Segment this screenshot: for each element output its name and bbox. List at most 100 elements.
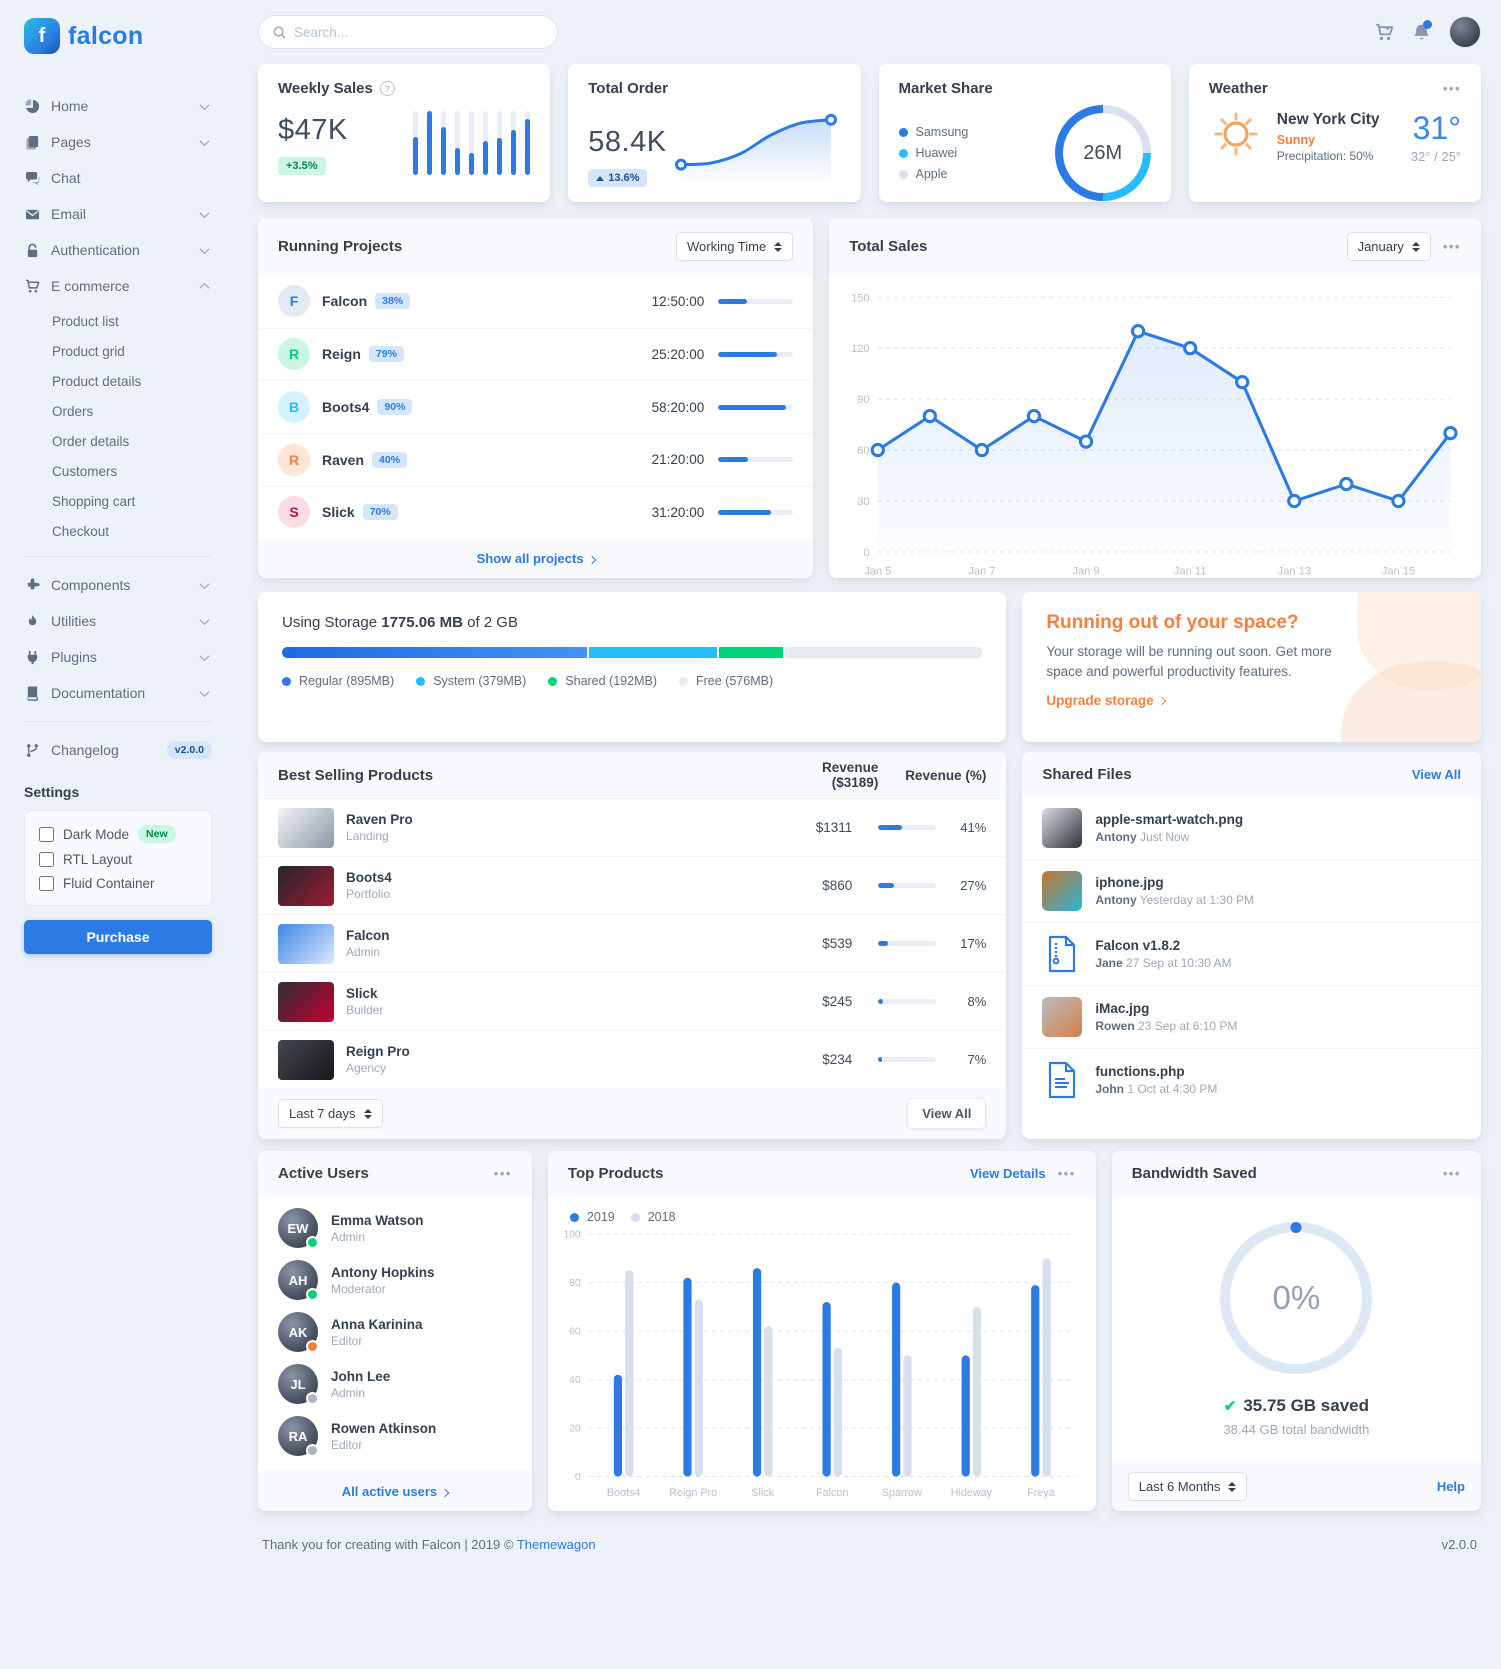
search-box[interactable] xyxy=(258,15,558,49)
product-category: Admin xyxy=(346,945,381,959)
sidebar-item-documentation[interactable]: Documentation xyxy=(24,675,212,711)
legend-dot xyxy=(282,676,291,686)
user-avatar[interactable] xyxy=(1449,16,1481,48)
product-percent: 7% xyxy=(967,1052,987,1067)
sidebar-item-label: Components xyxy=(51,577,131,593)
sidebar-item-plugins[interactable]: Plugins xyxy=(24,639,212,675)
falcon-logo[interactable]: f falcon xyxy=(24,18,212,54)
last-7-days-select[interactable]: Last 7 days xyxy=(278,1099,383,1128)
sidebar-item-product-list[interactable]: Product list xyxy=(52,313,119,329)
code-file-icon xyxy=(1042,1060,1082,1100)
help-link[interactable]: Help xyxy=(1436,1479,1465,1494)
user-avatar: AK xyxy=(278,1312,319,1353)
status-dot xyxy=(306,1340,319,1353)
sidebar-item-components[interactable]: Components xyxy=(24,567,212,603)
pages-icon xyxy=(24,135,41,150)
sidebar-item-customers[interactable]: Customers xyxy=(52,463,118,479)
cart-icon[interactable] xyxy=(1375,23,1394,42)
user-row: RA Rowen Atkinson Editor xyxy=(258,1410,532,1462)
product-progress-bar xyxy=(878,999,937,1004)
weather-precipitation: Precipitation: 50% xyxy=(1276,148,1374,163)
product-category: Portfolio xyxy=(346,887,391,901)
chart-pie-icon xyxy=(24,98,41,114)
more-options-icon[interactable] xyxy=(1443,81,1461,96)
month-select[interactable]: January xyxy=(1346,232,1431,261)
user-avatar: AH xyxy=(278,1260,319,1301)
view-all-link[interactable]: View All xyxy=(1411,767,1461,782)
product-name: Boots4 xyxy=(346,870,392,885)
notifications-bell-icon[interactable] xyxy=(1412,19,1432,42)
sidebar-item-email[interactable]: Email xyxy=(24,196,212,232)
project-row: F Falcon 38% 12:50:00 xyxy=(258,275,813,328)
show-all-projects-link[interactable]: Show all projects xyxy=(477,551,596,566)
chevron-right-icon xyxy=(1157,696,1166,705)
help-icon[interactable] xyxy=(379,81,395,96)
sidebar-item-checkout[interactable]: Checkout xyxy=(52,523,110,539)
settings-panel: Dark Mode New RTL Layout Fluid Container xyxy=(24,810,212,906)
code-branch-icon xyxy=(24,743,41,758)
chevron-down-icon xyxy=(199,207,210,218)
project-row: R Reign 79% 25:20:00 xyxy=(258,327,814,381)
all-active-users-link[interactable]: All active users xyxy=(342,1484,450,1499)
more-options-icon[interactable] xyxy=(1443,239,1461,254)
dark-mode-toggle[interactable]: Dark Mode New xyxy=(39,825,197,843)
book-icon xyxy=(24,685,41,701)
storage-progress-bar xyxy=(282,647,983,658)
project-avatar: R xyxy=(278,443,310,476)
upgrade-storage-link[interactable]: Upgrade storage xyxy=(1046,693,1166,708)
file-thumbnail xyxy=(1042,871,1083,911)
status-dot xyxy=(306,1392,319,1405)
purchase-button[interactable]: Purchase xyxy=(24,920,212,954)
sidebar-item-chat[interactable]: Chat xyxy=(24,160,212,196)
sidebar-item-shopping-cart[interactable]: Shopping cart xyxy=(52,493,136,509)
project-avatar: R xyxy=(278,338,310,371)
svg-text:40: 40 xyxy=(569,1375,581,1386)
rtl-checkbox[interactable] xyxy=(39,852,54,867)
sidebar-item-utilities[interactable]: Utilities xyxy=(24,603,212,639)
sidebar-item-order-details[interactable]: Order details xyxy=(52,433,130,449)
storage-legend: Regular (895MB) System (379MB) Shared (1… xyxy=(282,674,982,688)
fluid-container-toggle[interactable]: Fluid Container xyxy=(39,876,197,891)
user-role: Editor xyxy=(331,1333,363,1348)
product-thumbnail xyxy=(278,1039,334,1080)
svg-text:Jan 13: Jan 13 xyxy=(1278,565,1312,577)
file-user: Jane xyxy=(1095,956,1123,970)
rtl-layout-toggle[interactable]: RTL Layout xyxy=(39,852,197,867)
sidebar-item-authentication[interactable]: Authentication xyxy=(24,232,212,268)
sidebar-item-product-details[interactable]: Product details xyxy=(52,373,142,389)
sort-caret-icon xyxy=(1228,1481,1237,1492)
last-6-months-select[interactable]: Last 6 Months xyxy=(1127,1472,1248,1501)
svg-text:60: 60 xyxy=(857,445,869,457)
dark-mode-checkbox[interactable] xyxy=(39,826,54,842)
svg-text:Slick: Slick xyxy=(751,1487,774,1499)
sidebar-item-ecommerce[interactable]: E commerce xyxy=(24,268,212,304)
best-selling-products-card: Best Selling Products Revenue ($3189) Re… xyxy=(258,752,1007,1139)
fluid-checkbox[interactable] xyxy=(39,876,54,891)
project-percent-badge: 38% xyxy=(375,293,411,310)
more-options-icon[interactable] xyxy=(1443,1166,1461,1181)
legend-dot xyxy=(416,676,426,686)
version-badge: v2.0.0 xyxy=(166,741,212,759)
more-options-icon[interactable] xyxy=(494,1166,512,1181)
sidebar-item-pages[interactable]: Pages xyxy=(24,124,212,160)
search-input[interactable] xyxy=(294,24,543,40)
view-details-link[interactable]: View Details xyxy=(969,1166,1046,1181)
bandwidth-gauge: 0% xyxy=(1220,1222,1373,1374)
total-order-badge: 13.6% xyxy=(588,169,648,187)
legend-item: 2019 xyxy=(569,1210,615,1224)
user-row: JL John Lee Admin xyxy=(258,1358,532,1410)
caret-up-icon xyxy=(596,175,605,181)
search-icon xyxy=(273,26,286,39)
more-options-icon[interactable] xyxy=(1058,1166,1076,1181)
legend-item: Samsung xyxy=(898,125,968,139)
project-progress-bar xyxy=(718,298,794,304)
sidebar-item-product-grid[interactable]: Product grid xyxy=(52,343,125,359)
sidebar-item-orders[interactable]: Orders xyxy=(52,403,94,419)
sidebar-item-home[interactable]: Home xyxy=(24,88,212,124)
view-all-button[interactable]: View All xyxy=(907,1098,987,1129)
working-time-select[interactable]: Working Time xyxy=(675,232,794,261)
product-progress-bar xyxy=(878,883,937,888)
user-name: Anna Karinina xyxy=(331,1316,423,1332)
sidebar-item-changelog[interactable]: Changelog v2.0.0 xyxy=(24,732,212,768)
themewagon-link[interactable]: Themewagon xyxy=(516,1537,596,1552)
